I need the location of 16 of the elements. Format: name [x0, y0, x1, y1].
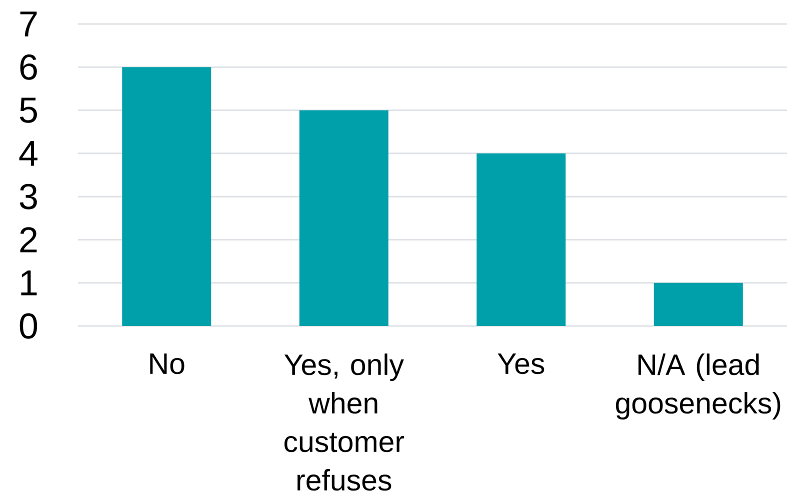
y-tick-label: 4 [19, 141, 38, 166]
bar [476, 153, 566, 326]
bar [122, 67, 212, 326]
bar [654, 282, 743, 326]
y-tick-label: 6 [20, 54, 37, 80]
y-tick-label: 5 [20, 98, 37, 123]
y-tick-label: 7 [20, 12, 37, 36]
x-tick-label: N/A (lead goosenecks) [616, 354, 780, 420]
y-tick-label: 0 [20, 313, 38, 339]
y-tick-label: 1 [21, 270, 37, 296]
x-tick-label: No [150, 354, 184, 374]
x-tick-label: Yes [498, 354, 544, 374]
y-tick-label: 2 [20, 227, 37, 252]
bar [299, 110, 388, 326]
y-tick-label: 3 [20, 184, 37, 210]
x-tick-label: Yes, only when customer refuses [284, 354, 404, 491]
